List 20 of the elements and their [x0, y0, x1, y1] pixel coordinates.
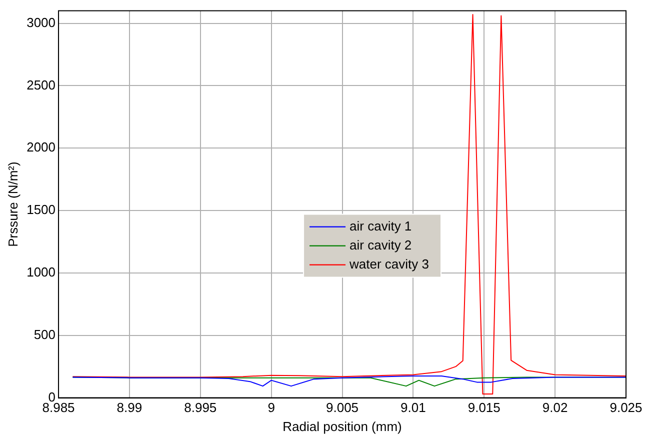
y-tick-label: 0	[48, 389, 56, 404]
x-tick-label: 8.995	[184, 400, 217, 416]
x-tick-label: 9	[268, 400, 275, 416]
y-tick-label: 2000	[26, 140, 56, 155]
x-tick-label: 8.99	[116, 400, 142, 416]
y-tick-label: 1500	[26, 202, 56, 218]
x-tick-label: 9.025	[610, 400, 642, 416]
y-tick-label: 1000	[26, 264, 56, 280]
legend-label: water cavity 3	[348, 256, 430, 272]
y-tick-label: 2500	[26, 77, 56, 92]
y-tick-label: 500	[34, 326, 56, 342]
x-tick-label: 9.01	[400, 400, 426, 416]
y-tick-label: 3000	[26, 14, 56, 30]
x-axis-title: Radial position (mm)	[282, 418, 402, 434]
legend-label: air cavity 2	[350, 237, 412, 252]
y-axis-title: Prssure (N/m²)	[5, 162, 20, 247]
legend-label: air cavity 1	[350, 218, 412, 234]
x-tick-label: 9.02	[542, 400, 568, 416]
x-tick-label: 9.015	[468, 400, 500, 416]
x-tick-label: 9.005	[326, 400, 359, 416]
